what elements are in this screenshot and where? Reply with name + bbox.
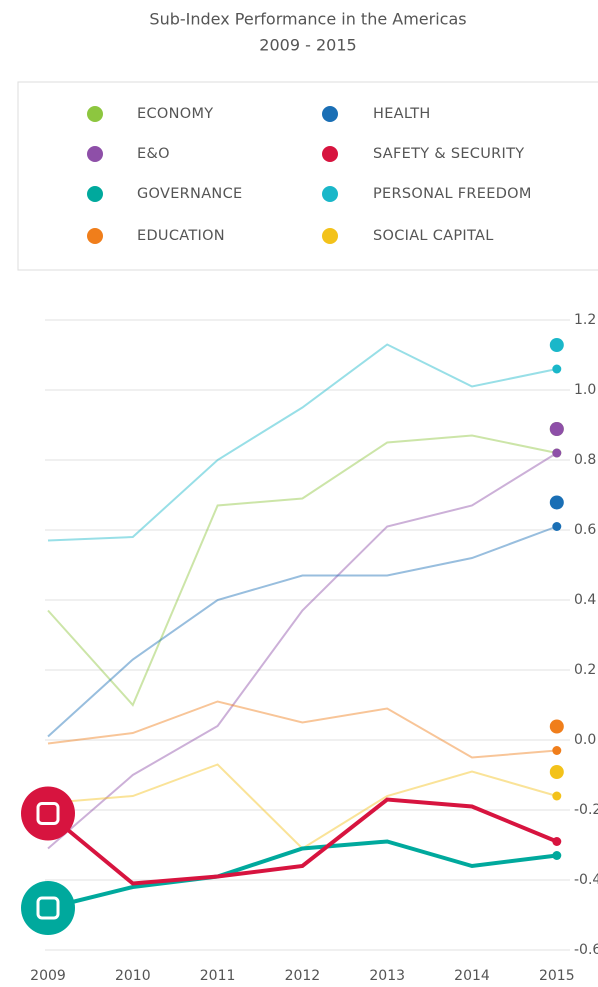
legend-icon [322,146,338,162]
end-icon [549,495,564,510]
chart-subtitle: 2009 - 2015 [259,36,356,55]
line [47,839,558,910]
legend-label: SOCIAL CAPITAL [373,228,494,244]
chart-title: Sub-Index Performance in the Americas [149,10,466,29]
x-tick-label: 2009 [30,968,66,984]
legend-label: E&O [137,146,170,162]
end-dot [552,522,562,531]
legend-label: PERSONAL FREEDOM [373,186,532,202]
y-tick-label: 1.2 [574,312,596,328]
legend-icon [87,146,103,162]
legend-icon [87,106,103,122]
line [47,343,558,542]
y-tick-label: 0.6 [574,522,596,538]
x-tick-label: 2015 [539,968,575,984]
end-dot [552,837,562,846]
badge-icon [36,802,60,825]
line [47,525,558,738]
end-icon [549,422,564,436]
legend-label: ECONOMY [137,106,213,122]
line [47,763,558,850]
end-icon [549,719,564,734]
y-tick-label: 0.8 [574,452,596,468]
end-icon [549,765,564,779]
end-dot [552,448,562,458]
line [47,452,558,850]
x-tick-label: 2014 [454,968,490,984]
y-tick-label: -0.4 [574,872,598,888]
end-dot [552,851,562,860]
end-dot [552,364,562,374]
y-tick-label: -0.2 [574,802,598,818]
legend-icon [87,186,103,202]
badge-icon [36,896,60,920]
legend-icon [322,228,338,244]
end-icon [549,338,564,352]
y-tick-label: 0.2 [574,662,596,678]
legend-label: EDUCATION [137,228,225,244]
end-dot [552,746,562,755]
legend-label: HEALTH [373,106,431,122]
x-tick-label: 2011 [200,968,236,984]
legend-label: SAFETY & SECURITY [373,146,524,162]
legend-icon [87,228,103,244]
y-tick-label: 1.0 [574,382,596,398]
end-dot [552,791,562,801]
legend-icon [322,186,338,202]
line [46,797,558,886]
line [47,434,558,707]
y-tick-label: 0.0 [574,732,596,748]
y-tick-label: -0.6 [574,942,598,958]
y-tick-label: 0.4 [574,592,596,608]
x-tick-label: 2013 [369,968,405,984]
legend-box [17,81,598,271]
start-badge [21,786,75,841]
legend-icon [322,106,338,122]
legend-label: GOVERNANCE [137,186,242,202]
start-badge [21,881,75,935]
line [47,700,557,759]
x-tick-label: 2012 [285,968,321,984]
x-tick-label: 2010 [115,968,151,984]
